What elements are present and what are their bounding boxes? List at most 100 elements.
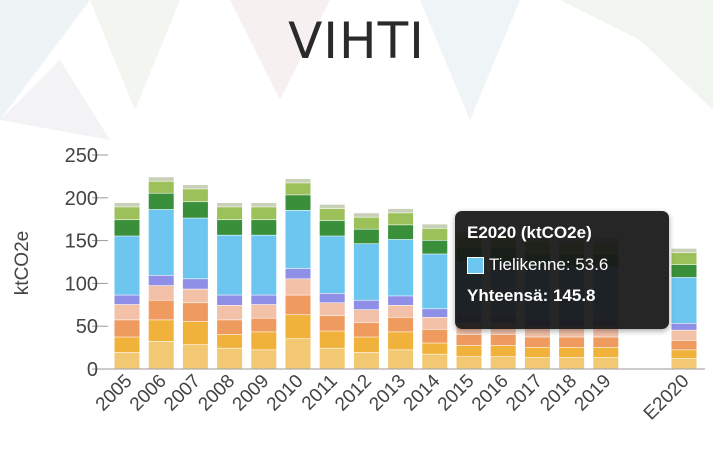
bar-segment[interactable] [319, 348, 345, 369]
bar-segment[interactable] [353, 322, 379, 337]
bar-segment[interactable] [182, 218, 208, 279]
bar-segment[interactable] [422, 228, 448, 240]
bar-segment[interactable] [422, 317, 448, 330]
bar-segment[interactable] [593, 337, 619, 347]
bar-segment[interactable] [593, 327, 619, 337]
bar-segment[interactable] [148, 181, 174, 193]
bar-segment[interactable] [217, 207, 243, 220]
bar-segment[interactable] [251, 207, 277, 220]
bar-segment[interactable] [559, 347, 585, 358]
bar-segment[interactable] [285, 178, 311, 183]
bar-segment[interactable] [671, 350, 697, 359]
bar-segment[interactable] [251, 235, 277, 295]
bar-segment[interactable] [251, 295, 277, 305]
bar-segment[interactable] [285, 195, 311, 211]
bar-segment[interactable] [217, 320, 243, 335]
bar-segment[interactable] [388, 213, 414, 225]
bar-segment[interactable] [114, 202, 140, 207]
bar-segment[interactable] [593, 357, 619, 369]
bar-segment[interactable] [114, 352, 140, 369]
bar-segment[interactable] [671, 340, 697, 350]
bar-segment[interactable] [353, 229, 379, 244]
bar-segment[interactable] [353, 337, 379, 353]
bar-segment[interactable] [671, 252, 697, 265]
bar-segment[interactable] [319, 208, 345, 221]
bar-segment[interactable] [671, 264, 697, 278]
bar-segment[interactable] [285, 210, 311, 269]
bar-segment[interactable] [182, 321, 208, 345]
bar-segment[interactable] [148, 341, 174, 369]
bar-segment[interactable] [388, 350, 414, 369]
bar-segment[interactable] [524, 337, 550, 347]
bar-segment[interactable] [182, 202, 208, 218]
bar-segment[interactable] [671, 277, 697, 324]
bar-segment[interactable] [217, 334, 243, 348]
bar-segment[interactable] [671, 358, 697, 369]
bar-segment[interactable] [285, 268, 311, 279]
bar-segment[interactable] [319, 315, 345, 331]
bar-segment[interactable] [388, 305, 414, 318]
bar-segment[interactable] [285, 339, 311, 369]
bar-segment[interactable] [285, 183, 311, 195]
bar-segment[interactable] [353, 213, 379, 217]
bar-segment[interactable] [251, 332, 277, 350]
bar-segment[interactable] [217, 348, 243, 369]
bar-segment[interactable] [319, 236, 345, 294]
bar-segment[interactable] [388, 296, 414, 306]
bar-segment[interactable] [148, 193, 174, 210]
bar-segment[interactable] [388, 208, 414, 213]
bar-segment[interactable] [559, 337, 585, 347]
bar-segment[interactable] [148, 285, 174, 300]
bar-segment[interactable] [490, 345, 516, 357]
bar-segment[interactable] [422, 309, 448, 318]
bar-segment[interactable] [217, 305, 243, 320]
bar-segment[interactable] [148, 320, 174, 342]
bar-segment[interactable] [671, 330, 697, 341]
bar-segment[interactable] [490, 334, 516, 346]
bar-segment[interactable] [388, 225, 414, 240]
bar-segment[interactable] [353, 309, 379, 323]
bar-segment[interactable] [319, 293, 345, 303]
bar-segment[interactable] [388, 317, 414, 332]
bar-segment[interactable] [671, 248, 697, 253]
bar-segment[interactable] [353, 217, 379, 229]
bar-segment[interactable] [148, 300, 174, 320]
bar-segment[interactable] [182, 303, 208, 322]
bar-segment[interactable] [251, 304, 277, 318]
bar-segment[interactable] [217, 202, 243, 207]
bar-segment[interactable] [251, 202, 277, 207]
bar-segment[interactable] [182, 345, 208, 369]
bar-segment[interactable] [671, 323, 697, 330]
bar-segment[interactable] [114, 236, 140, 295]
bar-segment[interactable] [422, 343, 448, 354]
bar-segment[interactable] [182, 289, 208, 303]
bar-segment[interactable] [353, 244, 379, 300]
bar-segment[interactable] [593, 347, 619, 358]
bar-segment[interactable] [148, 275, 174, 286]
bar-segment[interactable] [319, 204, 345, 209]
bar-segment[interactable] [285, 315, 311, 339]
bar-segment[interactable] [182, 279, 208, 289]
bar-segment[interactable] [422, 354, 448, 369]
bar-segment[interactable] [182, 184, 208, 189]
bar-segment[interactable] [422, 329, 448, 343]
bar-segment[interactable] [456, 345, 482, 357]
bar-segment[interactable] [524, 347, 550, 358]
bar-segment[interactable] [114, 304, 140, 320]
bar-segment[interactable] [148, 209, 174, 276]
bar-segment[interactable] [285, 279, 311, 295]
bar-segment[interactable] [559, 327, 585, 337]
bar-segment[interactable] [148, 177, 174, 181]
bar-segment[interactable] [388, 239, 414, 296]
bar-segment[interactable] [319, 303, 345, 316]
bar-segment[interactable] [353, 352, 379, 369]
bar-segment[interactable] [319, 220, 345, 236]
bar-segment[interactable] [524, 327, 550, 337]
bar-segment[interactable] [182, 189, 208, 202]
bar-segment[interactable] [353, 300, 379, 310]
bar-segment[interactable] [388, 332, 414, 350]
bar-segment[interactable] [251, 220, 277, 235]
bar-segment[interactable] [524, 357, 550, 369]
bar-segment[interactable] [114, 337, 140, 353]
bar-segment[interactable] [251, 318, 277, 332]
